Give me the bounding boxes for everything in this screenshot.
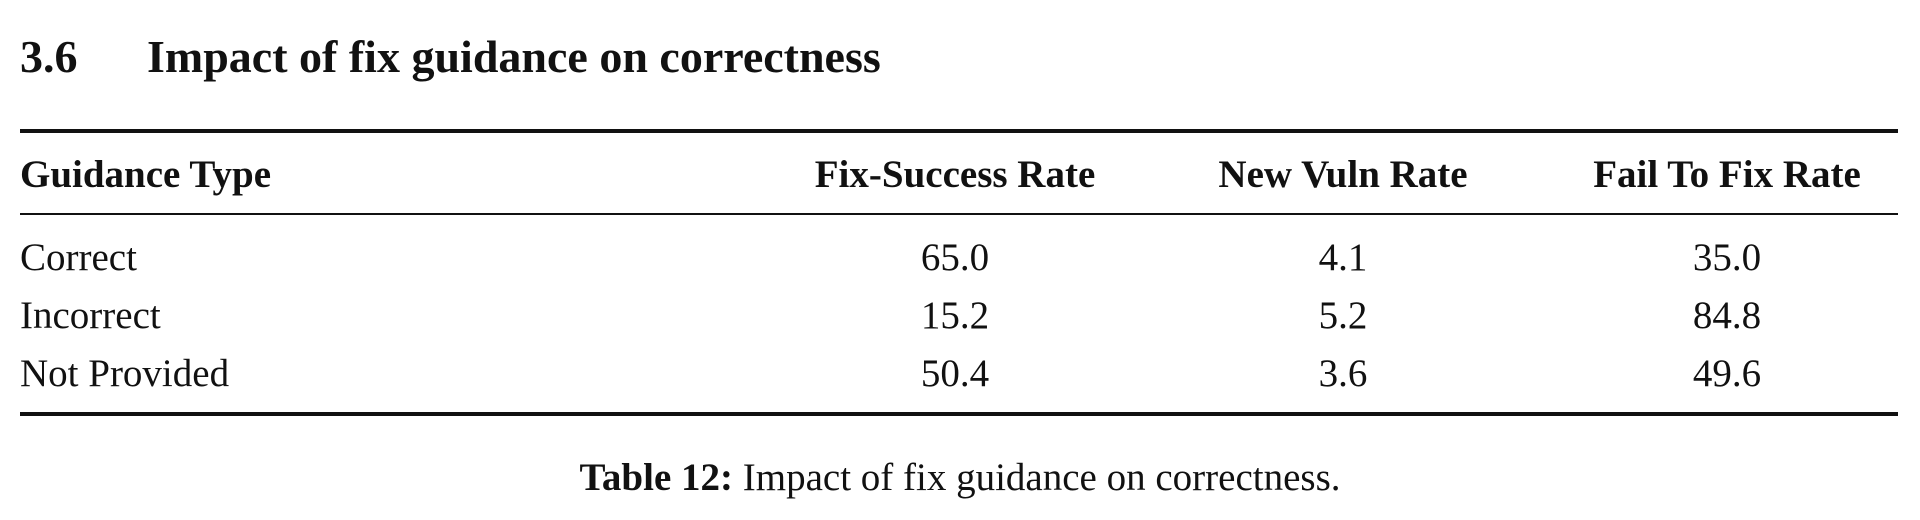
table-cell: 50.4 [920,352,990,395]
row-label: Correct [20,236,137,279]
column-header: New Vuln Rate [1218,153,1468,196]
caption-text: Impact of fix guidance on correctness. [742,456,1341,499]
table-cell: 84.8 [1692,294,1762,337]
table-cell: 65.0 [920,236,990,279]
section-title: Impact of fix guidance on correctness [147,31,881,82]
table-cell: 49.6 [1692,352,1762,395]
column-header: Fail To Fix Rate [1593,153,1861,196]
row-label: Incorrect [20,294,161,337]
table-cell: 5.2 [1318,294,1368,337]
bottom-rule [20,412,1898,416]
table-cell: 35.0 [1692,236,1762,279]
table-cell: 3.6 [1318,352,1368,395]
section-number: 3.6 [20,31,78,82]
column-header: Guidance Type [20,153,272,196]
top-rule [20,129,1898,133]
table-cell: 4.1 [1318,236,1368,279]
table-cell: 15.2 [920,294,990,337]
caption: Table 12: Impact of fix guidance on corr… [0,458,1920,497]
column-header: Fix-Success Rate [814,153,1096,196]
caption-label: Table 12: [579,456,733,499]
row-label: Not Provided [20,352,230,395]
mid-rule [20,213,1898,215]
